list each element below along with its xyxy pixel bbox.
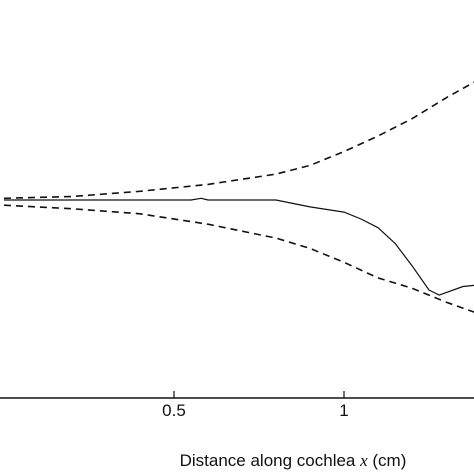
x-axis-ticks bbox=[173, 391, 345, 398]
x-axis-label-variable: x bbox=[359, 451, 368, 470]
series-layer bbox=[3, 81, 474, 313]
wave-displacement-line bbox=[4, 197, 474, 296]
x-axis-label-prefix: Distance along cochlea bbox=[180, 451, 361, 470]
x-axis-label: Distance along cochlea x (cm) bbox=[180, 451, 407, 470]
x-axis-label-suffix: (cm) bbox=[368, 451, 407, 470]
x-axis-tick-labels: 0.511.522.5 bbox=[162, 401, 349, 420]
x-tick-label: 1 bbox=[339, 401, 348, 420]
x-tick-label: 0.5 bbox=[162, 401, 186, 420]
